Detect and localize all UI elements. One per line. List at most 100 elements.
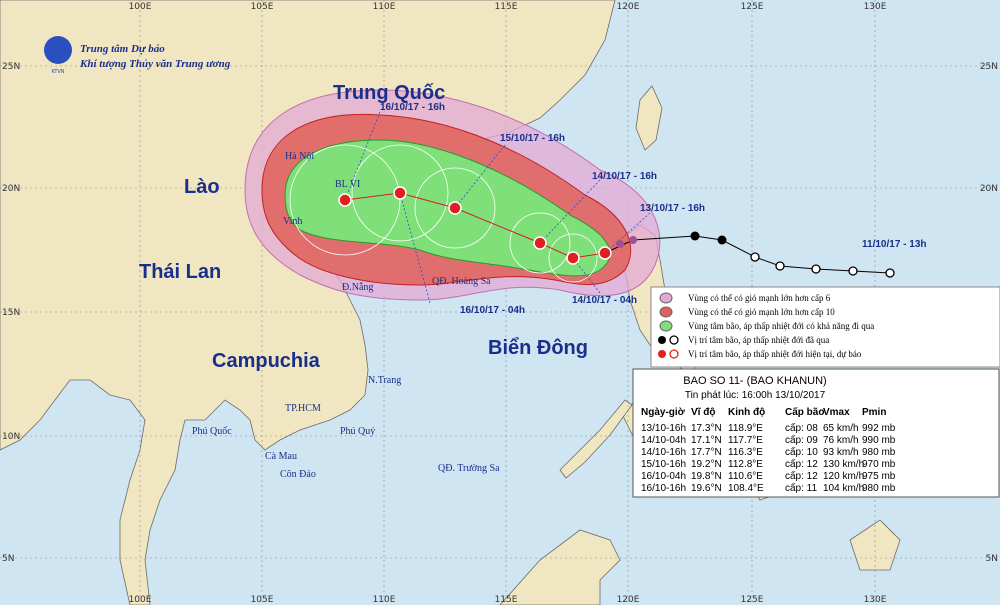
table-cell: 992 mb <box>862 423 896 434</box>
legend-text: Vùng có thể có gió mạnh lớn hơn cấp 6 <box>688 293 831 303</box>
lat-label: 10N <box>2 432 20 442</box>
time-label: 16/10/17 - 04h <box>460 305 525 316</box>
past-storm <box>690 231 700 241</box>
table-cell: 19.6°N <box>691 483 722 494</box>
place-label: Đ.Nẵng <box>342 282 373 293</box>
country-label: Thái Lan <box>139 261 221 283</box>
lon-label: 105E <box>251 595 274 605</box>
past-storm <box>616 240 624 248</box>
table-cell: 17.1°N <box>691 435 722 446</box>
bulletin: BAO SO 11- (BAO KHANUN) Tin phát lúc: 16… <box>632 368 1000 498</box>
lon-label: 130E <box>864 2 887 12</box>
time-label: 16/10/17 - 16h <box>380 102 445 113</box>
table-cell: 14/10-16h <box>641 447 686 458</box>
time-label: 11/10/17 - 13h <box>862 239 927 250</box>
header: KTVN Trung tâm Dự báo Khí tượng Thủy văn… <box>44 36 231 75</box>
lat-label: 5N <box>2 554 14 564</box>
legend-swatch <box>659 320 673 332</box>
past-storm <box>629 236 637 244</box>
table-cell: 65 km/h <box>823 423 859 434</box>
place-label: QĐ. Trường Sa <box>438 463 500 474</box>
place-label: Vinh <box>283 216 302 227</box>
lon-label: 100E <box>129 2 152 12</box>
past-point <box>848 266 858 276</box>
legend-text: Vị trí tâm bão, áp thấp nhiệt đới hiện t… <box>688 349 862 359</box>
table-cell: 108.4°E <box>728 483 764 494</box>
legend-swatch <box>658 350 666 358</box>
table-cell: 104 km/h <box>823 483 864 494</box>
lat-label: 15N <box>2 308 20 318</box>
time-label: 15/10/17 - 16h <box>500 133 565 144</box>
legend-swatch <box>659 306 673 318</box>
forecast-circles <box>289 144 598 283</box>
lat-label: 25N <box>2 62 20 72</box>
place-label: Cà Mau <box>265 451 297 462</box>
logo-text: KTVN <box>51 69 64 75</box>
place-label: QĐ. Hoàng Sa <box>432 276 491 287</box>
past-storm <box>717 235 727 245</box>
lon-label: 115E <box>495 2 518 12</box>
palawan <box>559 399 633 479</box>
table-cell: 16/10-04h <box>641 471 686 482</box>
country-label: Campuchia <box>212 350 321 372</box>
lon-label: 130E <box>864 595 887 605</box>
table-cell: 15/10-16h <box>641 459 686 470</box>
table-cell: cấp: 12 <box>785 458 818 470</box>
places: Hà Nội BL VI Vinh Đ.Nẵng QĐ. Hoàng Sa N.… <box>192 151 500 480</box>
column-header: Pmin <box>862 407 886 418</box>
leader <box>454 144 506 209</box>
column-header: Vmax <box>823 407 850 418</box>
time-label: 13/10/17 - 16h <box>640 203 705 214</box>
past-points <box>750 252 895 278</box>
past-point <box>775 261 785 271</box>
country-label: Biển Đông <box>488 337 588 359</box>
place-label: Hà Nội <box>285 151 314 162</box>
table-cell: 130 km/h <box>823 459 864 470</box>
forecast-storm-icons <box>338 186 612 265</box>
table-cell: 17.7°N <box>691 447 722 458</box>
table-cell: 19.8°N <box>691 471 722 482</box>
place-label: Phú Quốc <box>192 426 232 437</box>
taiwan <box>635 85 663 151</box>
time-label: 14/10/17 - 04h <box>572 295 637 306</box>
storm-icon <box>566 251 580 265</box>
table-cell: cấp: 12 <box>785 470 818 482</box>
country-label: Lào <box>184 176 220 198</box>
past-point <box>811 264 821 274</box>
table-cell: 118.9°E <box>728 423 763 434</box>
table-cell: 76 km/h <box>823 435 859 446</box>
table-cell: cấp: 11 <box>785 482 817 494</box>
column-header: Cấp bão <box>785 406 824 418</box>
place-label: BL VI <box>335 179 360 190</box>
lon-labels: 100E 105E 110E 115E 120E 125E 130E 100E … <box>129 2 887 605</box>
legend-text: Vị trí tâm bão, áp thấp nhiệt đới đã qua <box>688 335 829 345</box>
place-label: Côn Đảo <box>280 469 316 480</box>
place-label: TP.HCM <box>285 403 321 414</box>
legend-swatch <box>669 349 679 359</box>
lat-label: 5N <box>986 554 998 564</box>
forecast-circle <box>548 233 598 283</box>
lon-label: 110E <box>373 2 396 12</box>
table-cell: 14/10-04h <box>641 435 686 446</box>
table-cell: 17.3°N <box>691 423 722 434</box>
table-cell: cấp: 08 <box>785 422 818 434</box>
lon-label: 105E <box>251 2 274 12</box>
org-name: Trung tâm Dự báo <box>80 43 165 55</box>
org-name: Khí tượng Thủy văn Trung ương <box>79 58 231 70</box>
leader <box>539 179 601 244</box>
table-cell: 975 mb <box>862 471 896 482</box>
lat-label: 25N <box>980 62 998 72</box>
lat-label: 20N <box>2 184 20 194</box>
table-cell: 990 mb <box>862 435 896 446</box>
leader <box>399 192 431 304</box>
table-cell: 13/10-16h <box>641 423 686 434</box>
lon-label: 110E <box>373 595 396 605</box>
past-point <box>885 268 895 278</box>
timestamps: 16/10/17 - 16h 15/10/17 - 16h 14/10/17 -… <box>380 102 927 316</box>
legend: Vùng có thể có gió mạnh lớn hơn cấp 6 Vù… <box>650 286 1000 368</box>
bulletin-issued: Tin phát lúc: 16:00h 13/10/2017 <box>685 390 826 401</box>
leader <box>572 257 601 294</box>
